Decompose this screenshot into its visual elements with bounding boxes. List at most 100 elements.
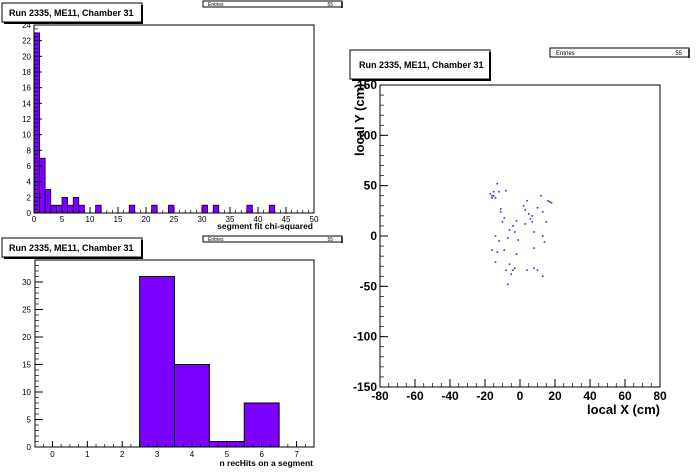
scatter-point (494, 261, 497, 263)
scatter-point (506, 283, 509, 286)
scatter-point (541, 275, 544, 278)
h2-y-tick-label: 20 (22, 333, 31, 342)
h1-bar (151, 204, 158, 214)
scatter-point (529, 218, 532, 220)
h1-bar (56, 204, 63, 214)
scatter-point (515, 253, 518, 255)
scatter-plot-frame (379, 84, 661, 388)
h2-y-tick-label: 0 (27, 443, 32, 452)
scatter-point (522, 205, 525, 207)
scatter-y-axis-label: local Y (cm) (352, 84, 367, 157)
h2-title-box: Run 2335, ME11, Chamber 31 (1, 237, 143, 259)
scatter-x-tick-label: -40 (441, 389, 459, 403)
h1-bar (95, 204, 102, 214)
scatter-stats-value: 55 (675, 51, 682, 57)
scatter-point (501, 221, 504, 223)
h1-stats-label: Entries (208, 2, 224, 8)
scatter-x-tick-label: -80 (371, 389, 389, 403)
scatter-point (503, 249, 506, 251)
h1-x-tick-label: 15 (114, 215, 123, 224)
h2-x-tick-label: 6 (259, 450, 264, 459)
scatter-x-tick-label: 20 (548, 389, 562, 403)
h2-x-tick-label: 5 (225, 450, 230, 459)
scatter-x-tick-label: 80 (653, 389, 667, 403)
h2-bar (139, 276, 175, 448)
h2-x-tick-label: 4 (190, 450, 195, 459)
local-xy-scatter-panel: -80 -60 -40 -20 0 20 40 60 80 -150 -100 -50 0 50 100 15… (353, 78, 667, 403)
h2-bar (174, 364, 210, 448)
scatter-point (498, 190, 500, 193)
scatter-point (499, 211, 502, 213)
h1-x-tick-label: 50 (310, 215, 319, 224)
h1-bar (128, 204, 136, 214)
scatter-point (536, 269, 539, 272)
h1-bar (67, 204, 74, 214)
scatter-point (492, 194, 495, 197)
h1-y-tick-label: 14 (22, 99, 31, 108)
h1-bar (168, 204, 175, 214)
h1-bar (61, 196, 68, 214)
scatter-point (496, 251, 499, 253)
scatter-point (505, 189, 507, 192)
h1-x-tick-label: 30 (198, 215, 207, 224)
h2-title: Run 2335, ME11, Chamber 31 (9, 243, 134, 253)
h1-y-tick-label: 18 (22, 68, 31, 77)
h1-x-axis-label: segment fit chi-squared (217, 221, 313, 231)
scatter-point (498, 240, 500, 242)
scatter-title-box: Run 2335, ME11, Chamber 31 (349, 49, 491, 81)
scatter-point (543, 241, 546, 243)
h1-x-tick-label: 40 (254, 215, 263, 224)
h1-bar (72, 196, 80, 214)
scatter-point (531, 221, 534, 223)
scatter-point (505, 269, 507, 272)
h1-y-tick-label: 2 (27, 193, 32, 202)
h1-bar (50, 204, 57, 214)
h1-y-tick-label: 0 (27, 209, 32, 218)
scatter-y-tick-label: -50 (360, 279, 378, 293)
scatter-point (548, 200, 551, 203)
h1-bar (212, 204, 220, 214)
h1-x-tick-label: 25 (170, 215, 179, 224)
h1-x-tick-label: 20 (142, 215, 151, 224)
h1-stats-value: 55 (327, 2, 333, 8)
scatter-y-tick-label: 0 (370, 229, 377, 243)
h1-y-tick-label: 8 (27, 146, 32, 155)
scatter-point (492, 190, 495, 193)
h1-x-tick-label: 0 (32, 215, 37, 224)
scatter-x-tick-label: -20 (476, 389, 494, 403)
h1-y-tick-label: 6 (27, 162, 32, 171)
scatter-point (491, 194, 493, 197)
h1-stats-box: Entries 55 (202, 0, 343, 8)
scatter-point (494, 196, 497, 199)
h2-x-tick-label: 0 (50, 450, 55, 459)
h2-stats-label: Entries (208, 237, 224, 243)
h2-x-tick-label: 1 (85, 450, 90, 459)
scatter-x-tick-label: 60 (618, 389, 632, 403)
h1-x-tick-label: 10 (86, 215, 95, 224)
scatter-point (499, 208, 502, 210)
h2-x-tick-label: 2 (120, 450, 125, 459)
h2-y-tick-label: 15 (22, 361, 31, 370)
h1-title: Run 2335, ME11, Chamber 31 (9, 8, 134, 18)
scatter-point (491, 249, 493, 251)
h1-bar (78, 204, 85, 214)
scatter-point (533, 231, 535, 233)
scatter-x-tick-label: 0 (517, 389, 524, 403)
scatter-point (524, 223, 527, 225)
scatter-point (506, 237, 509, 239)
scatter-point (508, 229, 511, 231)
scatter-point (513, 267, 516, 270)
h1-y-tick-label: 20 (22, 52, 31, 61)
scatter-point (533, 247, 535, 249)
scatter-point (515, 220, 518, 222)
scatter-stats-label: Entries (556, 51, 575, 57)
scatter-y-tick-label: 50 (364, 179, 378, 193)
h1-title-box: Run 2335, ME11, Chamber 31 (1, 2, 143, 24)
h1-bar (44, 189, 52, 214)
scatter-point (524, 209, 527, 211)
scatter-point (527, 213, 530, 215)
h2-bar (243, 402, 280, 448)
scatter-point (533, 267, 535, 270)
h1-y-tick-label: 10 (22, 131, 31, 140)
